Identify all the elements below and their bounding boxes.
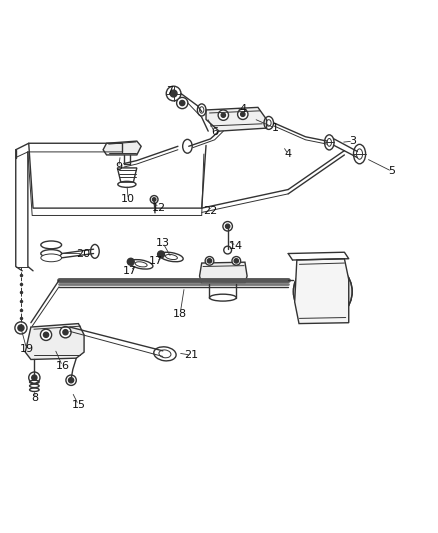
Circle shape: [68, 378, 74, 383]
Text: 21: 21: [184, 350, 198, 360]
Text: 8: 8: [32, 393, 39, 403]
Circle shape: [63, 329, 68, 335]
Circle shape: [221, 113, 226, 117]
Circle shape: [240, 112, 245, 116]
Circle shape: [180, 100, 185, 106]
Text: 15: 15: [71, 400, 85, 410]
Polygon shape: [206, 107, 267, 131]
Circle shape: [223, 222, 233, 231]
Circle shape: [60, 327, 71, 338]
Text: 4: 4: [239, 103, 246, 114]
Polygon shape: [25, 324, 84, 359]
Circle shape: [127, 259, 134, 265]
Circle shape: [66, 375, 76, 385]
Circle shape: [312, 281, 334, 302]
Ellipse shape: [166, 254, 177, 260]
Ellipse shape: [159, 350, 171, 358]
Polygon shape: [117, 168, 137, 182]
Circle shape: [224, 246, 232, 254]
Circle shape: [170, 90, 177, 97]
Circle shape: [232, 256, 240, 265]
Circle shape: [29, 372, 40, 383]
Text: 13: 13: [156, 238, 170, 248]
Polygon shape: [103, 141, 141, 155]
Circle shape: [293, 262, 352, 321]
Text: 16: 16: [56, 361, 70, 371]
Ellipse shape: [129, 260, 153, 269]
Text: 9: 9: [115, 162, 122, 172]
Text: 4: 4: [285, 149, 292, 159]
Text: 12: 12: [152, 203, 166, 213]
Text: 6: 6: [211, 127, 218, 138]
Circle shape: [207, 259, 212, 263]
Ellipse shape: [135, 262, 147, 267]
Circle shape: [237, 109, 248, 119]
Circle shape: [226, 224, 230, 229]
Polygon shape: [295, 259, 349, 324]
Circle shape: [43, 332, 49, 337]
Text: 3: 3: [350, 136, 357, 146]
Text: 18: 18: [173, 309, 187, 319]
Circle shape: [234, 259, 238, 263]
Circle shape: [205, 256, 214, 265]
Circle shape: [15, 322, 27, 334]
Text: 17: 17: [149, 256, 163, 266]
Text: 5: 5: [389, 166, 396, 176]
Text: 19: 19: [20, 344, 34, 354]
Text: 20: 20: [76, 248, 90, 259]
Circle shape: [40, 329, 52, 341]
Circle shape: [152, 198, 156, 201]
Ellipse shape: [41, 241, 62, 249]
Text: 7: 7: [166, 86, 173, 96]
Text: 1: 1: [272, 123, 279, 133]
Circle shape: [158, 251, 165, 258]
Circle shape: [218, 110, 229, 120]
Circle shape: [177, 98, 188, 109]
Ellipse shape: [41, 249, 62, 257]
Polygon shape: [200, 262, 247, 284]
Ellipse shape: [154, 347, 176, 361]
Ellipse shape: [41, 254, 62, 262]
Circle shape: [166, 86, 181, 101]
Circle shape: [318, 287, 327, 296]
Circle shape: [32, 375, 37, 380]
Circle shape: [18, 325, 24, 331]
Text: 10: 10: [121, 195, 135, 205]
Text: 22: 22: [203, 206, 218, 216]
Circle shape: [150, 196, 158, 204]
Text: 14: 14: [229, 241, 244, 251]
Text: 17: 17: [123, 266, 138, 276]
Ellipse shape: [160, 252, 183, 262]
